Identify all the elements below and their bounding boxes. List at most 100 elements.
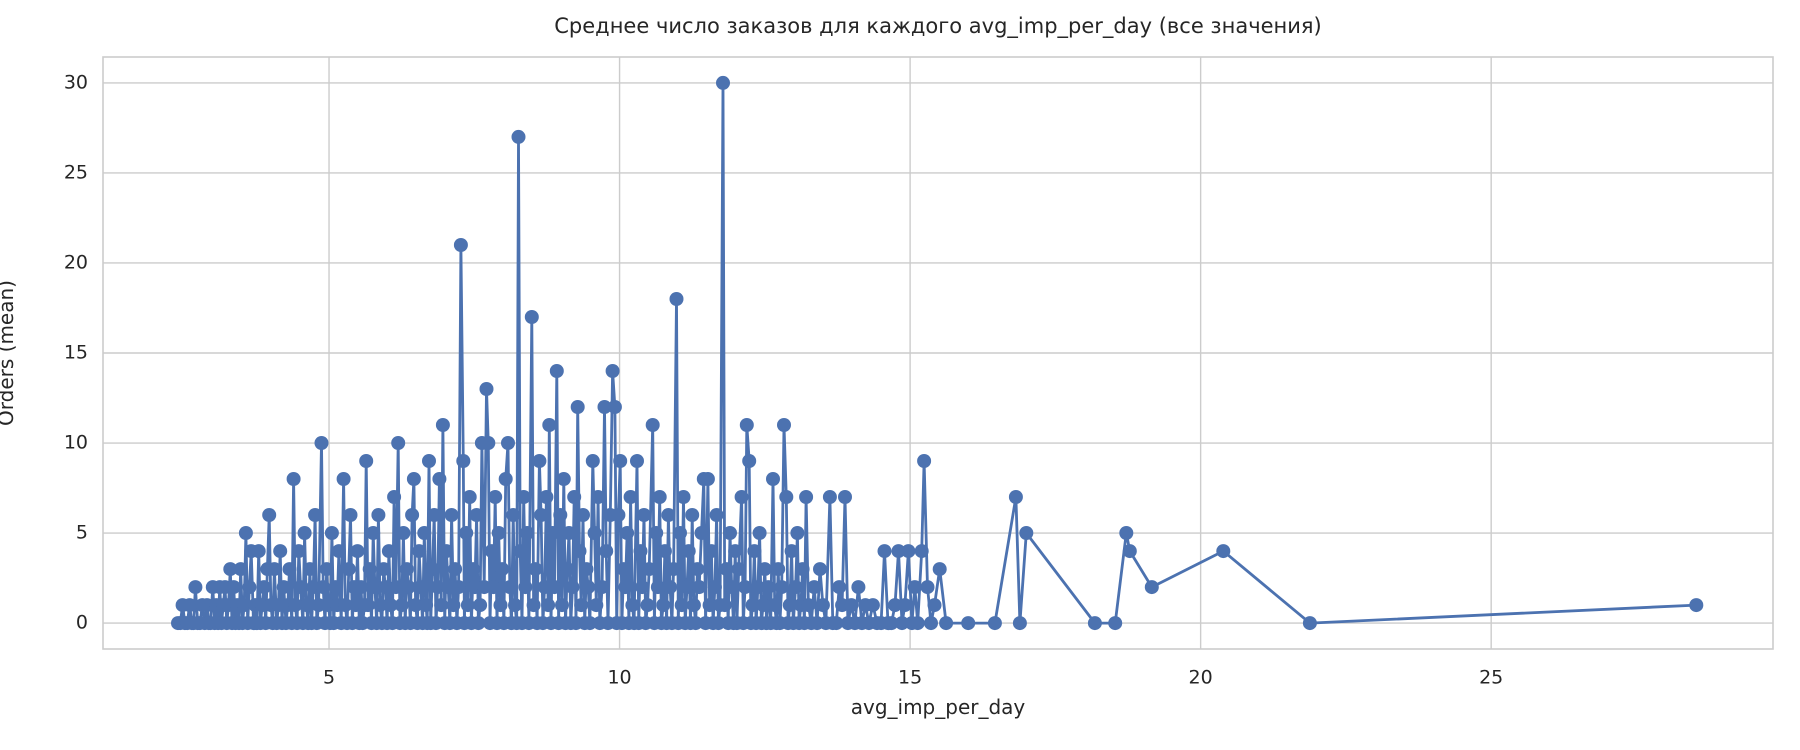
data-point (716, 75, 730, 90)
data-point (1012, 616, 1027, 631)
data-point (542, 418, 557, 432)
data-point (782, 598, 797, 613)
plot-border (102, 56, 1774, 650)
data-point (709, 508, 724, 522)
data-point (391, 436, 406, 450)
data-point (446, 598, 461, 613)
data-point (511, 129, 526, 144)
data-point (291, 544, 306, 559)
data-point (724, 580, 739, 595)
y-tick-label: 30 (64, 71, 88, 93)
data-point (581, 580, 596, 595)
data-point (387, 490, 402, 504)
data-point (262, 508, 277, 522)
data-point (790, 526, 805, 540)
data-point (528, 562, 543, 577)
data-point (927, 598, 942, 613)
data-point (350, 544, 365, 559)
data-point (502, 580, 517, 595)
data-point (338, 598, 353, 613)
data-point (366, 526, 381, 540)
data-point (226, 580, 241, 595)
data-point (599, 544, 614, 559)
data-point (513, 544, 528, 559)
data-point (939, 616, 954, 631)
data-point (471, 616, 486, 631)
data-point (585, 454, 600, 468)
data-point (541, 598, 556, 613)
data-point (987, 616, 1002, 631)
data-point (777, 418, 791, 432)
data-point (308, 508, 323, 522)
data-point (623, 490, 638, 504)
data-point (456, 454, 471, 468)
data-point (897, 598, 912, 613)
data-point (276, 580, 291, 595)
data-point (547, 580, 562, 595)
data-point (649, 526, 664, 540)
data-point (719, 562, 734, 577)
y-tick-label: 5 (76, 522, 88, 544)
data-point (314, 436, 329, 450)
data-point (469, 508, 484, 522)
y-tick-label: 10 (64, 432, 88, 454)
data-point (401, 580, 416, 595)
x-tick-label: 10 (607, 667, 631, 689)
data-point (242, 580, 257, 595)
data-point (1144, 580, 1159, 595)
data-point (534, 508, 549, 522)
x-axis-label: avg_imp_per_day (850, 695, 1026, 719)
data-point (556, 472, 571, 486)
data-point (306, 580, 321, 595)
data-point (506, 508, 521, 522)
data-point (851, 580, 866, 595)
data-point (742, 454, 757, 468)
data-point (1108, 616, 1123, 631)
data-point (757, 562, 772, 577)
data-point (756, 598, 771, 613)
data-point (488, 490, 503, 504)
data-point (549, 364, 564, 378)
data-point (888, 598, 902, 613)
data-point (788, 580, 803, 595)
data-point (481, 436, 496, 450)
data-point (595, 580, 610, 595)
data-point (680, 580, 694, 595)
data-point (282, 562, 297, 577)
data-point (1087, 616, 1102, 631)
data-point (422, 454, 436, 468)
data-point (396, 526, 411, 540)
data-point (441, 580, 456, 595)
data-point (432, 472, 447, 486)
data-point (633, 544, 648, 559)
data-point (413, 580, 428, 595)
data-point (767, 598, 782, 613)
data-point (642, 562, 657, 577)
data-point (462, 490, 477, 504)
data-point (238, 526, 253, 540)
data-point (738, 580, 753, 595)
data-point (299, 598, 314, 613)
data-point (663, 580, 678, 595)
data-point (702, 598, 717, 613)
y-tick-label: 0 (76, 612, 88, 634)
data-point (331, 544, 346, 559)
data-point (459, 526, 474, 540)
data-point (723, 526, 737, 540)
data-point (625, 598, 640, 613)
data-point (681, 544, 696, 559)
data-point (354, 580, 368, 595)
data-point (233, 562, 248, 577)
x-tick-label: 25 (1479, 667, 1503, 689)
data-point (645, 418, 660, 432)
data-point (1122, 544, 1137, 559)
data-point (553, 508, 568, 522)
data-point (439, 544, 454, 559)
data-point (807, 580, 822, 595)
data-point (405, 508, 420, 522)
data-point (618, 580, 633, 595)
data-point (425, 562, 440, 577)
data-point (747, 544, 762, 559)
data-point (257, 580, 271, 595)
data-point (378, 580, 393, 595)
